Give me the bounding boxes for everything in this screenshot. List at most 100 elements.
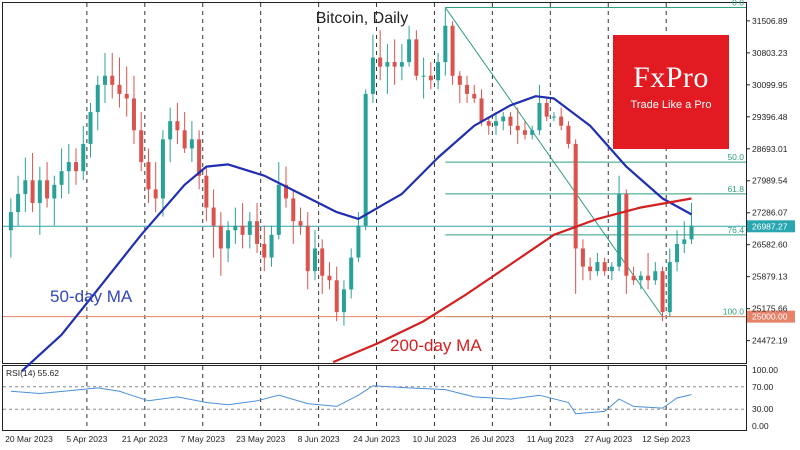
candle-body [218, 225, 223, 249]
logo-tagline: Trade Like a Pro [630, 99, 712, 111]
candle-body [624, 193, 629, 276]
candle [175, 103, 180, 144]
candle [88, 103, 93, 158]
candle-body [378, 57, 383, 67]
candle [341, 280, 346, 326]
candle [450, 21, 455, 85]
candle-body [602, 262, 607, 272]
candle [320, 239, 325, 294]
candle [689, 203, 694, 244]
candle-body [494, 121, 499, 126]
rsi-panel-border [2, 365, 747, 431]
candle [247, 212, 252, 249]
candle-body [689, 225, 694, 240]
candle-body [269, 234, 274, 258]
y-tick-label: 28693.01 [752, 144, 788, 154]
candle-body [436, 62, 441, 81]
candle [580, 239, 585, 281]
candle-body [646, 275, 651, 281]
y-tick-label: 25879.13 [752, 272, 788, 282]
candle-body [204, 175, 209, 208]
candle-body [146, 162, 151, 190]
candle [182, 112, 187, 153]
candle [660, 266, 665, 322]
candle [573, 139, 578, 294]
fxpro-logo: FxPro Trade Like a Pro [613, 35, 729, 149]
candle [501, 112, 506, 131]
fib-level-label: 61.8 [727, 184, 744, 194]
y-tick-label: 27989.54 [752, 176, 788, 186]
candle-body [595, 262, 600, 272]
fib-level-label: 50.0 [727, 152, 744, 162]
candle [160, 130, 165, 217]
candle-body [566, 125, 571, 144]
candle-body [609, 266, 614, 272]
candle [233, 207, 238, 244]
candle-body [508, 116, 513, 126]
x-tick-label: 8 Jun 2023 [298, 434, 340, 444]
candle-body [588, 266, 593, 272]
candle-body [385, 62, 390, 67]
candle [494, 112, 499, 135]
candle-body [501, 116, 506, 122]
candle-body [414, 39, 419, 76]
candle [465, 75, 470, 103]
candle-body [102, 75, 107, 85]
candle [559, 107, 564, 131]
current-price-tag [747, 220, 795, 233]
candle-body [341, 289, 346, 313]
candle-body [675, 243, 680, 263]
y-tick-label: 29396.48 [752, 112, 788, 122]
candle-body [74, 162, 79, 172]
candle-body [262, 243, 267, 258]
candle-body [457, 75, 462, 85]
candle [45, 162, 50, 208]
candle [59, 148, 64, 199]
rsi-line [10, 385, 692, 415]
main-panel-border [2, 2, 747, 364]
candle [472, 84, 477, 103]
candle-body [428, 75, 433, 81]
candle [291, 189, 296, 244]
y-tick-label: 26582.60 [752, 240, 788, 250]
candle [110, 53, 115, 99]
candle [37, 166, 42, 235]
date-axis: 20 Mar 2023 5 Apr 2023 21 Apr 2023 7 May 20… [5, 434, 690, 444]
candle-body [522, 130, 527, 135]
candle-body [291, 198, 296, 222]
candle [457, 71, 462, 103]
candle [631, 266, 636, 285]
candle-body [8, 212, 13, 231]
y-tick-label: 30099.95 [752, 80, 788, 90]
candle [276, 162, 281, 240]
candle [204, 166, 209, 222]
logo-brand: FxPro [633, 61, 709, 94]
current-price-label: 26987.27 [752, 221, 788, 231]
candle-body [197, 139, 202, 176]
candle-body [631, 275, 636, 281]
candle-body [682, 239, 687, 244]
candlesticks [8, 7, 694, 326]
candle [16, 175, 21, 226]
candle [617, 175, 622, 272]
candle-body [573, 143, 578, 249]
candle-body [551, 116, 556, 118]
candle-body [327, 275, 332, 281]
candle [399, 43, 404, 81]
candle [392, 39, 397, 85]
candle-body [117, 84, 122, 94]
candle-body [131, 98, 136, 131]
candle [262, 225, 267, 272]
candle-body [399, 62, 404, 67]
candle [522, 121, 527, 140]
candle [370, 34, 375, 103]
candle [131, 75, 136, 144]
candle [595, 253, 600, 276]
candle-body [284, 184, 289, 199]
candle [436, 53, 441, 90]
candle-body [407, 39, 412, 63]
candle-body [320, 248, 325, 276]
candle [537, 84, 542, 135]
candle [566, 121, 571, 149]
candle-body [363, 93, 368, 226]
